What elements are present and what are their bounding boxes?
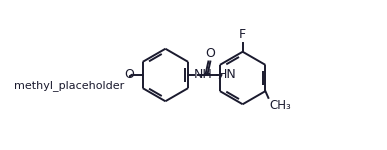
Text: O: O [206, 47, 216, 60]
Text: O: O [124, 69, 134, 81]
Text: HN: HN [218, 69, 236, 81]
Text: CH₃: CH₃ [269, 99, 291, 112]
Text: F: F [239, 28, 246, 41]
Text: NH: NH [194, 69, 213, 81]
Text: methyl_placeholder: methyl_placeholder [14, 80, 125, 91]
